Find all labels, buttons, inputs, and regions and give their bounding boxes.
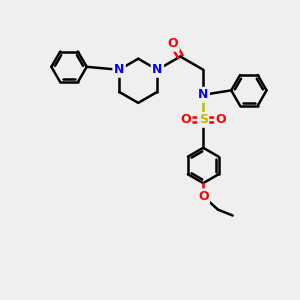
Text: O: O [198, 190, 208, 203]
Text: S: S [199, 113, 208, 126]
Text: N: N [198, 88, 208, 101]
Text: N: N [152, 63, 163, 76]
Text: O: O [168, 37, 178, 50]
Text: O: O [216, 113, 226, 126]
Text: N: N [114, 63, 124, 76]
Text: O: O [180, 113, 191, 126]
